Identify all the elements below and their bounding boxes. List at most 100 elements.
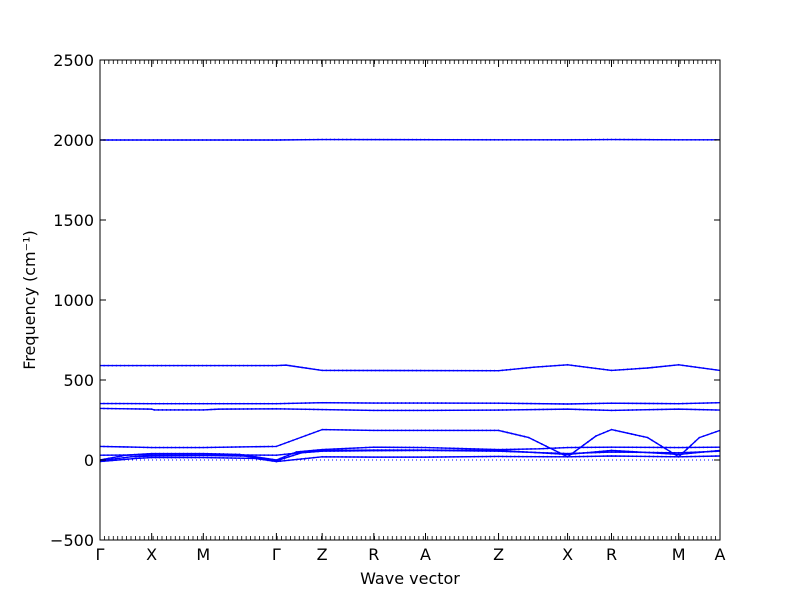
band-marker bbox=[368, 456, 371, 458]
band-marker bbox=[234, 454, 237, 456]
band-marker bbox=[648, 455, 651, 458]
band-marker bbox=[473, 409, 476, 412]
band-marker bbox=[578, 452, 581, 455]
band-marker bbox=[586, 446, 589, 449]
band-marker bbox=[345, 449, 347, 452]
band-marker bbox=[570, 403, 573, 405]
band-marker bbox=[510, 432, 513, 435]
band-marker bbox=[538, 447, 541, 450]
band-marker bbox=[127, 139, 130, 141]
band-marker bbox=[312, 431, 315, 434]
band-marker bbox=[111, 445, 113, 448]
band-marker bbox=[138, 402, 141, 405]
band-marker bbox=[162, 452, 165, 455]
band-marker bbox=[134, 402, 137, 405]
band-marker bbox=[473, 449, 476, 452]
band-marker bbox=[505, 369, 508, 371]
band-marker bbox=[574, 452, 577, 455]
band-marker bbox=[627, 455, 630, 458]
band-marker bbox=[388, 409, 391, 412]
band-marker bbox=[150, 452, 153, 455]
band-marker bbox=[170, 452, 173, 455]
band-marker bbox=[131, 364, 134, 367]
band-marker bbox=[681, 446, 684, 449]
band-marker bbox=[690, 452, 692, 455]
band-marker bbox=[170, 402, 173, 405]
band-marker bbox=[677, 453, 680, 456]
band-marker bbox=[419, 369, 422, 372]
band-marker bbox=[230, 139, 233, 141]
kpoint-label: Γ bbox=[272, 545, 281, 564]
band-marker bbox=[357, 409, 359, 412]
band-marker bbox=[242, 139, 245, 141]
band-marker bbox=[634, 434, 637, 436]
band-marker bbox=[275, 454, 278, 457]
band-marker bbox=[526, 448, 528, 450]
band-marker bbox=[275, 139, 278, 141]
band-marker bbox=[222, 446, 225, 449]
band-marker bbox=[197, 364, 200, 367]
band-marker bbox=[136, 364, 138, 367]
band-marker bbox=[710, 455, 713, 458]
band-marker bbox=[349, 369, 352, 372]
band-marker bbox=[546, 452, 549, 455]
band-marker bbox=[690, 402, 692, 405]
band-marker bbox=[627, 138, 630, 141]
band-marker bbox=[453, 409, 455, 412]
band-marker bbox=[202, 446, 205, 449]
band-marker bbox=[202, 452, 205, 455]
band-marker bbox=[254, 457, 256, 460]
band-marker bbox=[706, 455, 709, 458]
kpoint-label: M bbox=[196, 545, 210, 564]
band-marker bbox=[222, 364, 224, 367]
band-marker bbox=[403, 369, 406, 372]
plot-frame bbox=[99, 59, 721, 541]
band-marker bbox=[473, 402, 476, 405]
band-marker bbox=[296, 437, 299, 440]
band-marker bbox=[702, 435, 705, 438]
band-marker bbox=[489, 402, 492, 405]
band-marker bbox=[501, 449, 504, 452]
band-marker bbox=[477, 409, 480, 412]
band-marker bbox=[321, 401, 324, 404]
band-marker bbox=[312, 456, 315, 459]
band-marker bbox=[361, 456, 363, 458]
band-marker bbox=[238, 408, 241, 410]
band-marker bbox=[144, 139, 147, 141]
band-marker bbox=[453, 455, 455, 458]
band-marker bbox=[481, 369, 484, 372]
band-marker bbox=[566, 138, 569, 141]
band-marker bbox=[506, 431, 509, 434]
band-marker bbox=[460, 369, 463, 372]
band-marker bbox=[122, 456, 125, 459]
band-marker bbox=[172, 364, 175, 367]
band-marker bbox=[246, 457, 248, 460]
band-marker bbox=[251, 454, 253, 456]
band-marker bbox=[283, 139, 286, 141]
band-marker bbox=[440, 447, 443, 449]
kpoint-label: Z bbox=[317, 545, 328, 564]
band-marker bbox=[481, 449, 484, 452]
band-marker bbox=[362, 369, 365, 372]
band-marker bbox=[519, 434, 522, 437]
band-marker bbox=[255, 402, 257, 405]
band-marker bbox=[404, 402, 407, 404]
y-tick-label: 1500 bbox=[53, 211, 94, 230]
band-marker bbox=[578, 446, 581, 449]
band-marker bbox=[368, 429, 371, 432]
band-marker bbox=[570, 446, 573, 449]
band-marker bbox=[497, 369, 500, 372]
band-marker bbox=[606, 138, 609, 141]
band-marker bbox=[509, 402, 512, 405]
band-marker bbox=[376, 449, 379, 451]
band-marker bbox=[465, 449, 467, 452]
band-marker bbox=[602, 402, 605, 405]
band-marker bbox=[317, 456, 319, 459]
band-marker bbox=[146, 446, 149, 449]
band-marker bbox=[594, 402, 597, 405]
band-marker bbox=[590, 402, 593, 405]
band-marker bbox=[154, 452, 157, 455]
band-marker bbox=[333, 449, 335, 452]
band-marker bbox=[690, 446, 692, 449]
